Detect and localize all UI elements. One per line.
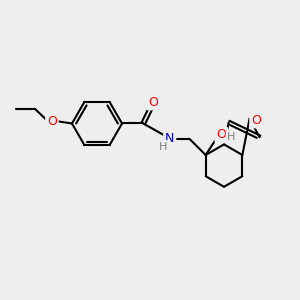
Text: O: O	[148, 95, 158, 109]
Text: H: H	[227, 132, 236, 142]
Text: O: O	[47, 115, 57, 128]
Text: H: H	[159, 142, 167, 152]
Text: O: O	[216, 128, 226, 142]
Text: N: N	[165, 132, 174, 145]
Text: O: O	[251, 114, 261, 127]
